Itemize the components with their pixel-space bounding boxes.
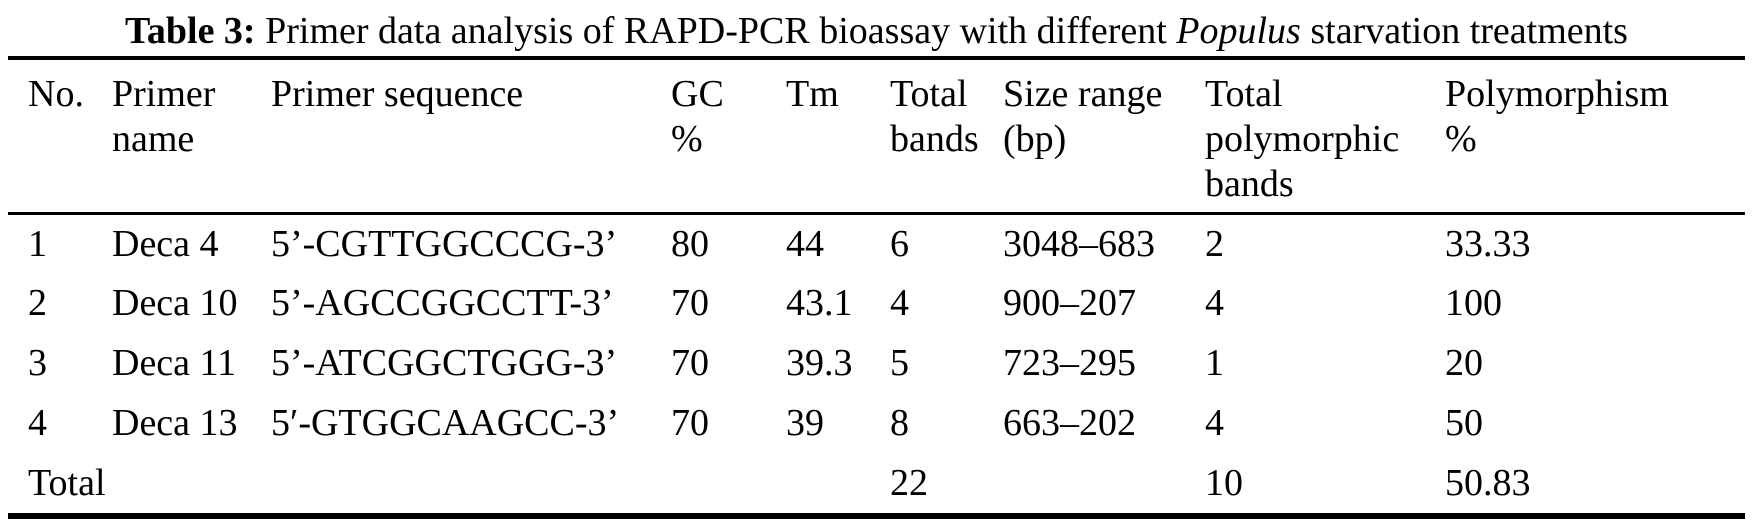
header-primer-name-line1: Primer: [112, 73, 216, 115]
cell-gc: 70: [671, 282, 709, 324]
header-tm: Tm: [766, 60, 870, 213]
header-primer-name-line2: name: [112, 118, 195, 160]
total-row: Total 22 10 50.83: [8, 453, 1745, 513]
cell-total-label: Total: [28, 462, 106, 504]
cell-total-bands: 4: [890, 282, 909, 324]
cell-sequence: 5′-GTGGCAAGCC-3’: [271, 402, 620, 444]
cell-size-range: 663–202: [1003, 402, 1136, 444]
cell-polymorphic-bands: 1: [1205, 342, 1224, 384]
primer-data-table: No. Primer name Primer sequence GC % Tm: [8, 60, 1745, 513]
header-no: No.: [8, 60, 92, 213]
cell-polymorphism: 20: [1445, 342, 1483, 384]
header-total-bands-line2: bands: [890, 118, 979, 160]
table-caption-text: Primer data analysis of RAPD-PCR bioassa…: [255, 10, 1177, 52]
cell-polymorphic-bands: 2: [1205, 222, 1224, 265]
header-polymorphism-line2: %: [1445, 118, 1477, 160]
header-gc-line2: %: [671, 118, 703, 160]
cell-size-range: 3048–683: [1003, 222, 1155, 265]
cell-size-range: 723–295: [1003, 342, 1136, 384]
header-total-polymorphic-line3: bands: [1205, 163, 1294, 205]
table-caption-suffix: starvation treatments: [1300, 10, 1628, 52]
cell-no: 2: [28, 282, 47, 324]
header-total-polymorphic-line1: Total: [1205, 73, 1283, 115]
table-row: 4 Deca 13 5′-GTGGCAAGCC-3’ 70 39 8 663–2…: [8, 393, 1745, 453]
header-primer-sequence-line1: Primer sequence: [271, 73, 524, 115]
cell-tm: 39: [786, 402, 824, 444]
cell-tm: 43.1: [786, 282, 853, 324]
header-total-polymorphic-bands: Total polymorphic bands: [1185, 60, 1425, 213]
header-polymorphism-percent: Polymorphism %: [1425, 60, 1745, 213]
header-total-bands: Total bands: [870, 60, 983, 213]
cell-total-bands: 6: [890, 222, 909, 265]
header-total-polymorphic-line2: polymorphic: [1205, 118, 1400, 160]
table-header: No. Primer name Primer sequence GC % Tm: [8, 60, 1745, 213]
header-total-bands-line1: Total: [890, 73, 968, 115]
cell-no: 4: [28, 402, 47, 444]
cell-polymorphic-bands-sum: 10: [1205, 462, 1243, 504]
table-caption-species: Populus: [1176, 10, 1301, 52]
table-caption-number: Table 3:: [125, 10, 256, 52]
cell-total-bands: 5: [890, 342, 909, 384]
cell-total-bands: 8: [890, 402, 909, 444]
table-body: 1 Deca 4 5’-CGTTGGCCCG-3’ 80 44 6 3048–6…: [8, 213, 1745, 513]
header-size-range-line1: Size range: [1003, 73, 1163, 115]
table-row: 3 Deca 11 5’-ATCGGCTGGG-3’ 70 39.3 5 723…: [8, 333, 1745, 393]
cell-tm: 39.3: [786, 342, 853, 384]
header-size-range: Size range (bp): [983, 60, 1185, 213]
cell-no: 1: [28, 222, 47, 265]
cell-tm: 44: [786, 222, 824, 265]
header-no-line1: No.: [28, 73, 84, 115]
data-table-wrapper: No. Primer name Primer sequence GC % Tm: [8, 56, 1745, 519]
cell-gc: 70: [671, 342, 709, 384]
cell-sequence: 5’-CGTTGGCCCG-3’: [271, 222, 618, 265]
table-row: 1 Deca 4 5’-CGTTGGCCCG-3’ 80 44 6 3048–6…: [8, 213, 1745, 273]
cell-sequence: 5’-ATCGGCTGGG-3’: [271, 342, 618, 384]
cell-gc: 70: [671, 402, 709, 444]
cell-polymorphism: 33.33: [1445, 222, 1531, 265]
cell-no: 3: [28, 342, 47, 384]
header-row: No. Primer name Primer sequence GC % Tm: [8, 60, 1745, 213]
cell-polymorphism: 50: [1445, 402, 1483, 444]
cell-primer-name: Deca 11: [112, 342, 237, 384]
cell-size-range: 900–207: [1003, 282, 1136, 324]
table-caption: Table 3: Primer data analysis of RAPD-PC…: [0, 0, 1753, 56]
cell-primer-name: Deca 10: [112, 282, 238, 324]
header-tm-line1: Tm: [786, 73, 839, 115]
cell-polymorphic-bands: 4: [1205, 282, 1224, 324]
cell-size-range-empty: [983, 453, 1185, 513]
header-gc-percent: GC %: [651, 60, 766, 213]
header-size-range-line2: (bp): [1003, 118, 1067, 160]
cell-polymorphism-avg: 50.83: [1445, 462, 1531, 504]
cell-sequence: 5’-AGCCGGCCTT-3’: [271, 282, 614, 324]
header-primer-name: Primer name: [92, 60, 251, 213]
cell-polymorphism: 100: [1445, 282, 1502, 324]
cell-primer-name: Deca 4: [112, 222, 219, 265]
header-primer-sequence: Primer sequence: [251, 60, 651, 213]
cell-gc: 80: [671, 222, 709, 265]
cell-polymorphic-bands: 4: [1205, 402, 1224, 444]
header-polymorphism-line1: Polymorphism: [1445, 73, 1669, 115]
table-row: 2 Deca 10 5’-AGCCGGCCTT-3’ 70 43.1 4 900…: [8, 273, 1745, 333]
header-gc-line1: GC: [671, 73, 724, 115]
cell-primer-name: Deca 13: [112, 402, 238, 444]
cell-total-bands-sum: 22: [890, 462, 928, 504]
